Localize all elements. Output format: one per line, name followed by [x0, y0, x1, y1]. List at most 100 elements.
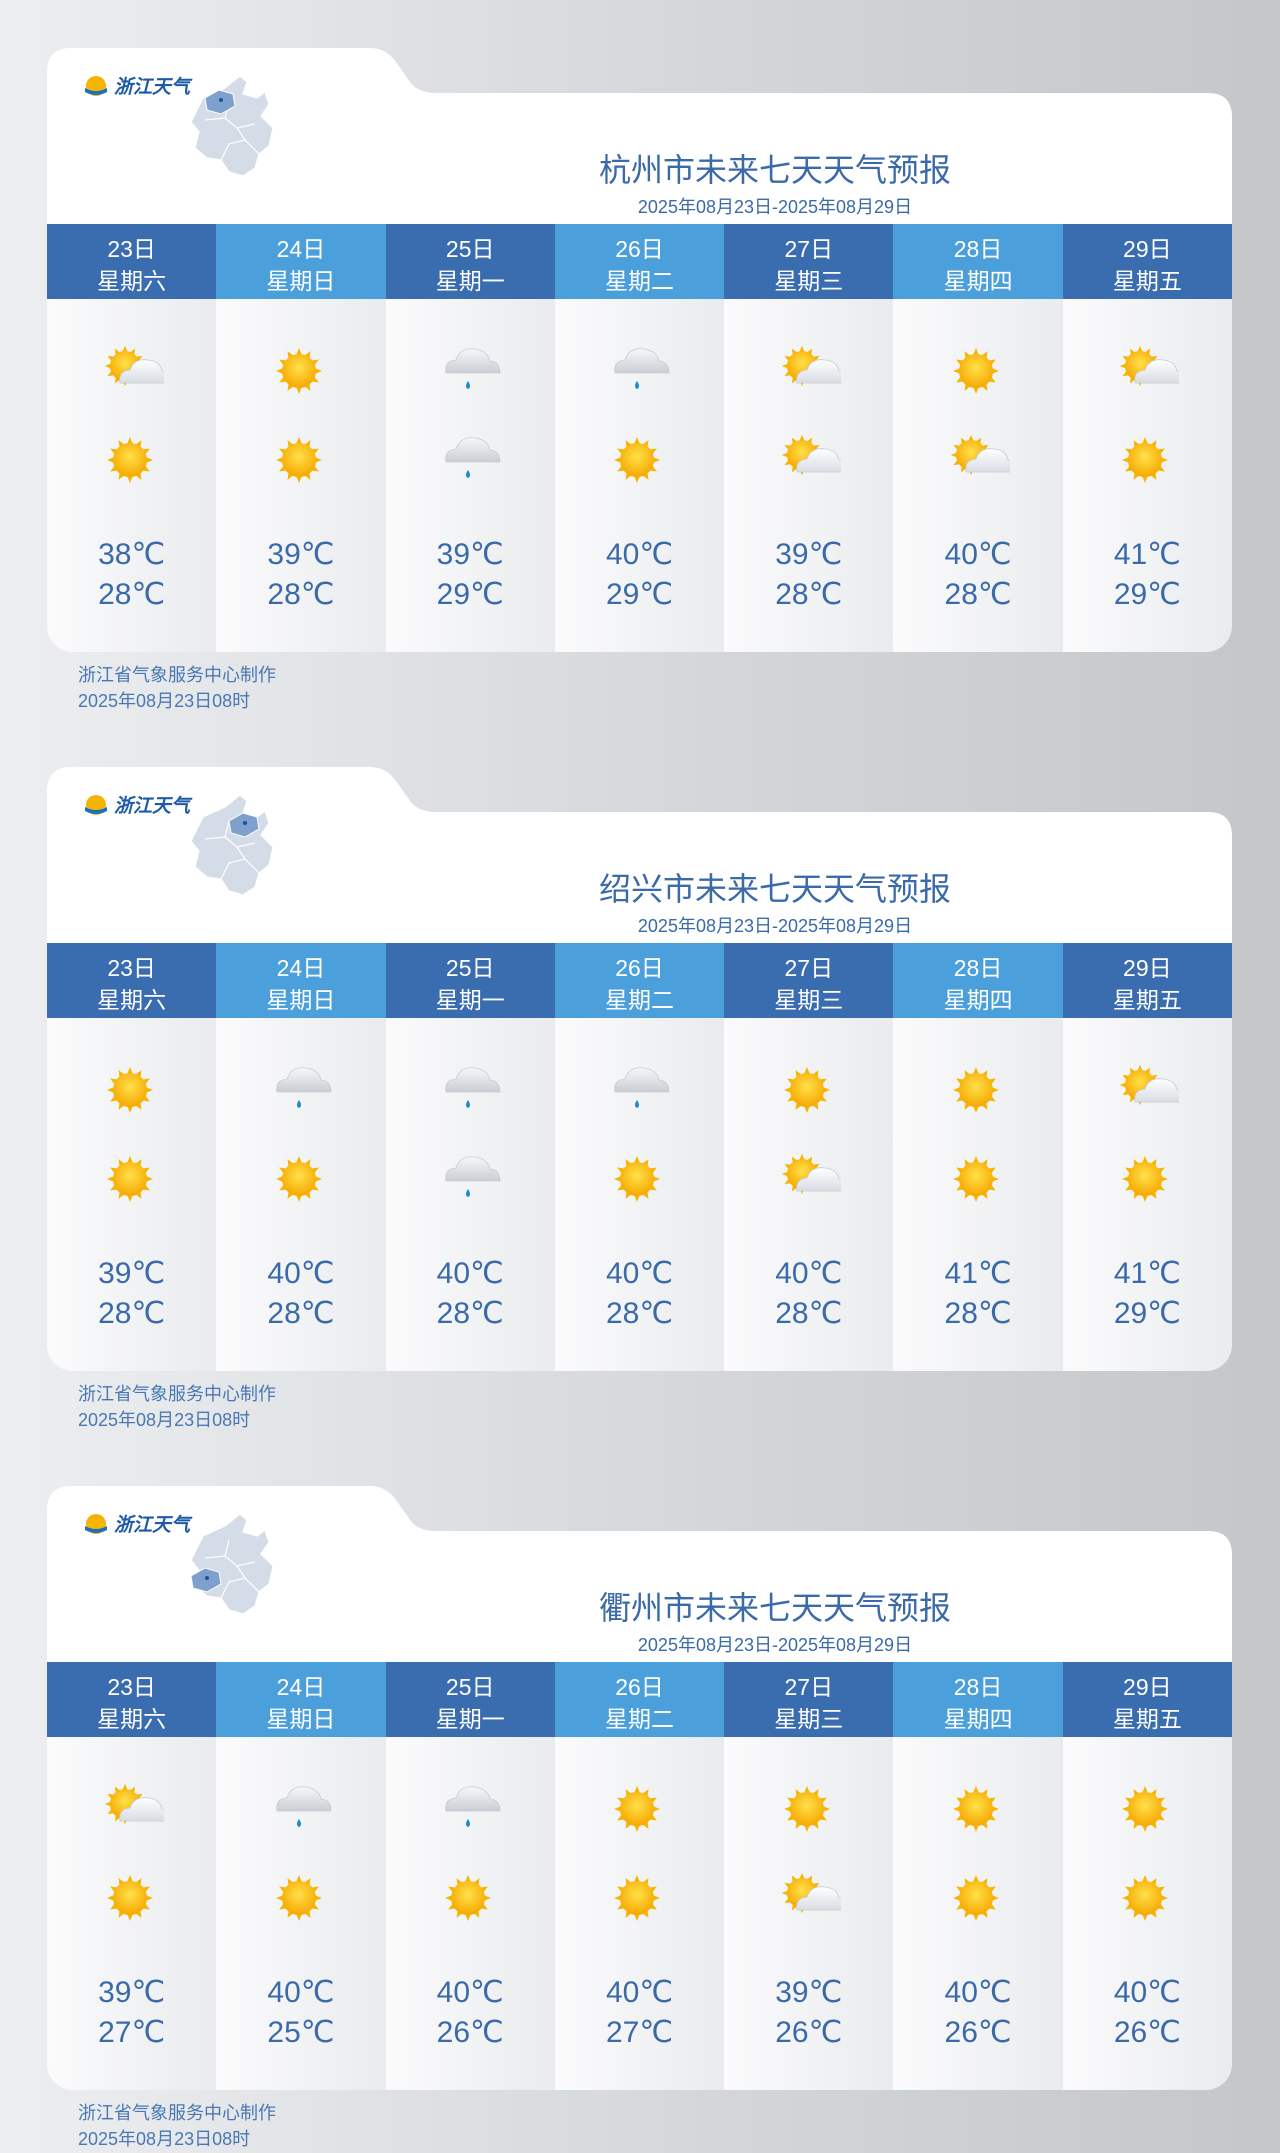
day-date: 23日 [107, 1674, 156, 1700]
temp-low: 27℃ [605, 2016, 674, 2049]
weather-icon [445, 1067, 501, 1108]
day-column: 27日 星期三 39℃ 26℃ [724, 1662, 894, 2090]
weather-icon [106, 437, 153, 483]
temp-low: 26℃ [775, 2016, 843, 2049]
forecast-panel: 浙江天气 杭州市未来七天天气预报 2025年08月23日-2025年08月29日 23… [0, 0, 1280, 719]
temp-high: 40℃ [436, 1257, 504, 1290]
temp-high: 38℃ [98, 538, 166, 571]
day-header: 24日 星期日 [216, 224, 386, 299]
day-weekday: 星期四 [943, 1706, 1013, 1732]
day-column: 26日 星期二 40℃ 28℃ [554, 943, 725, 1371]
temp-low: 28℃ [944, 578, 1012, 611]
day-date: 24日 [276, 1674, 326, 1700]
temp-low: 29℃ [1113, 1297, 1181, 1330]
temp-high: 39℃ [98, 1257, 166, 1290]
temp-low: 27℃ [98, 2016, 166, 2049]
weather-icon [614, 1067, 670, 1108]
weather-icon [953, 348, 1000, 394]
temp-low: 28℃ [98, 1297, 166, 1330]
temp-low: 28℃ [267, 1297, 335, 1330]
footer-text: 浙江省气象服务中心制作 [78, 2103, 276, 2123]
day-weekday: 星期一 [435, 987, 505, 1013]
weather-icon [614, 348, 670, 389]
footer-text: 浙江省气象服务中心制作 [78, 1384, 276, 1404]
temp-low: 28℃ [267, 578, 335, 611]
footer-text: 浙江省气象服务中心制作 [78, 665, 276, 685]
day-weekday: 星期五 [1112, 1706, 1182, 1732]
day-date: 25日 [445, 236, 495, 262]
weather-icon [783, 1786, 830, 1832]
temp-high: 40℃ [605, 538, 674, 571]
day-weekday: 星期四 [943, 268, 1013, 294]
forecast-panel: 浙江天气 衢州市未来七天天气预报 2025年08月23日-2025年08月29日 23… [0, 1438, 1280, 2153]
day-header: 27日 星期三 [724, 224, 894, 299]
weather-icon [276, 1786, 332, 1827]
day-header: 28日星期四 [893, 1662, 1063, 1737]
day-column: 23日 星期六 39℃ 28℃ [47, 943, 217, 1371]
weather-icon [1120, 345, 1180, 387]
weather-icon [781, 1153, 841, 1195]
day-header: 27日 星期三 [724, 943, 894, 1018]
footer-text: 2025年08月23日08时 [78, 2129, 251, 2149]
day-column: 27日 星期三 39℃ 28℃ [724, 224, 894, 652]
weather-icon [953, 1875, 1000, 1921]
temp-low: 26℃ [944, 2016, 1012, 2049]
weather-icon [614, 1875, 661, 1921]
day-header: 23日 星期六 [47, 224, 217, 299]
temp-high: 39℃ [98, 1976, 166, 2009]
temp-low: 28℃ [775, 1297, 843, 1330]
day-column: 26日 星期二 40℃ 29℃ [554, 224, 725, 652]
weather-icon [106, 1067, 153, 1113]
day-date: 23日 [107, 236, 156, 262]
day-date: 29日 [1123, 1674, 1172, 1700]
day-column: 23日 星期六 39℃ 27℃ [47, 1662, 217, 2090]
weather-icon [276, 1067, 332, 1108]
weather-icon [445, 348, 501, 389]
day-column: 25日 星期一 40℃ 26℃ [385, 1662, 555, 2090]
day-date: 28日 [953, 1674, 1003, 1700]
day-column: 23日 星期六 38℃ 28℃ [47, 224, 217, 652]
day-header: 25日 星期一 [385, 943, 555, 1018]
temp-low: 28℃ [436, 1297, 504, 1330]
temp-high: 40℃ [605, 1976, 674, 2009]
day-weekday: 星期二 [604, 987, 674, 1013]
logo-text: 浙江天气 [114, 796, 191, 817]
forecast-grid: 23日 星期六 38℃ 28℃ 24日 星期日 39℃ 28℃ 25日 星期一 39℃ 29℃ 2… [47, 224, 1232, 652]
temp-low: 28℃ [98, 578, 166, 611]
day-column: 28日 星期四 40℃ 28℃ [893, 224, 1063, 652]
weather-icon [445, 437, 501, 478]
weather-icon [1122, 1875, 1169, 1921]
day-column: 28日 星期四 40℃ 26℃ [893, 1662, 1063, 2090]
panel-title: 杭州市未来七天天气预报 [598, 152, 951, 188]
temp-low: 26℃ [436, 2016, 504, 2049]
day-date: 24日 [276, 955, 326, 981]
panel-title: 绍兴市未来七天天气预报 [598, 871, 951, 907]
day-date: 28日 [953, 236, 1003, 262]
weather-icon [614, 1786, 661, 1832]
weather-icon [781, 1872, 841, 1914]
day-column: 26日 星期二 40℃ 27℃ [554, 1662, 725, 2090]
day-column: 28日 星期四 41℃ 28℃ [893, 943, 1063, 1371]
weather-icon [1120, 1064, 1180, 1106]
footer-text: 2025年08月23日08时 [78, 1410, 251, 1430]
temp-high: 40℃ [267, 1257, 335, 1290]
day-header: 26日 星期二 [554, 224, 725, 299]
weather-icon [953, 1067, 1000, 1113]
day-header: 29日星期五 [1062, 1662, 1232, 1737]
temp-high: 41℃ [1113, 1257, 1181, 1290]
weather-icon [445, 1156, 501, 1197]
temp-high: 40℃ [436, 1976, 504, 2009]
day-header: 25日 星期一 [385, 224, 555, 299]
forecast-panel: 浙江天气 绍兴市未来七天天气预报 2025年08月23日-2025年08月29日 23… [0, 719, 1280, 1438]
day-header: 25日 星期一 [385, 1662, 555, 1737]
day-header: 26日 星期二 [554, 1662, 725, 1737]
temp-high: 39℃ [775, 1976, 843, 2009]
day-date: 25日 [445, 1674, 495, 1700]
day-column: 27日 星期三 40℃ 28℃ [724, 943, 894, 1371]
day-header: 29日 星期五 [1062, 943, 1232, 1018]
day-header: 28日 星期四 [893, 943, 1063, 1018]
day-column: 29日 星期五 41℃ 29℃ [1062, 943, 1232, 1371]
day-date: 24日 [276, 236, 326, 262]
day-column: 24日 星期日 39℃ 28℃ [216, 224, 386, 652]
weather-icon [275, 437, 322, 483]
